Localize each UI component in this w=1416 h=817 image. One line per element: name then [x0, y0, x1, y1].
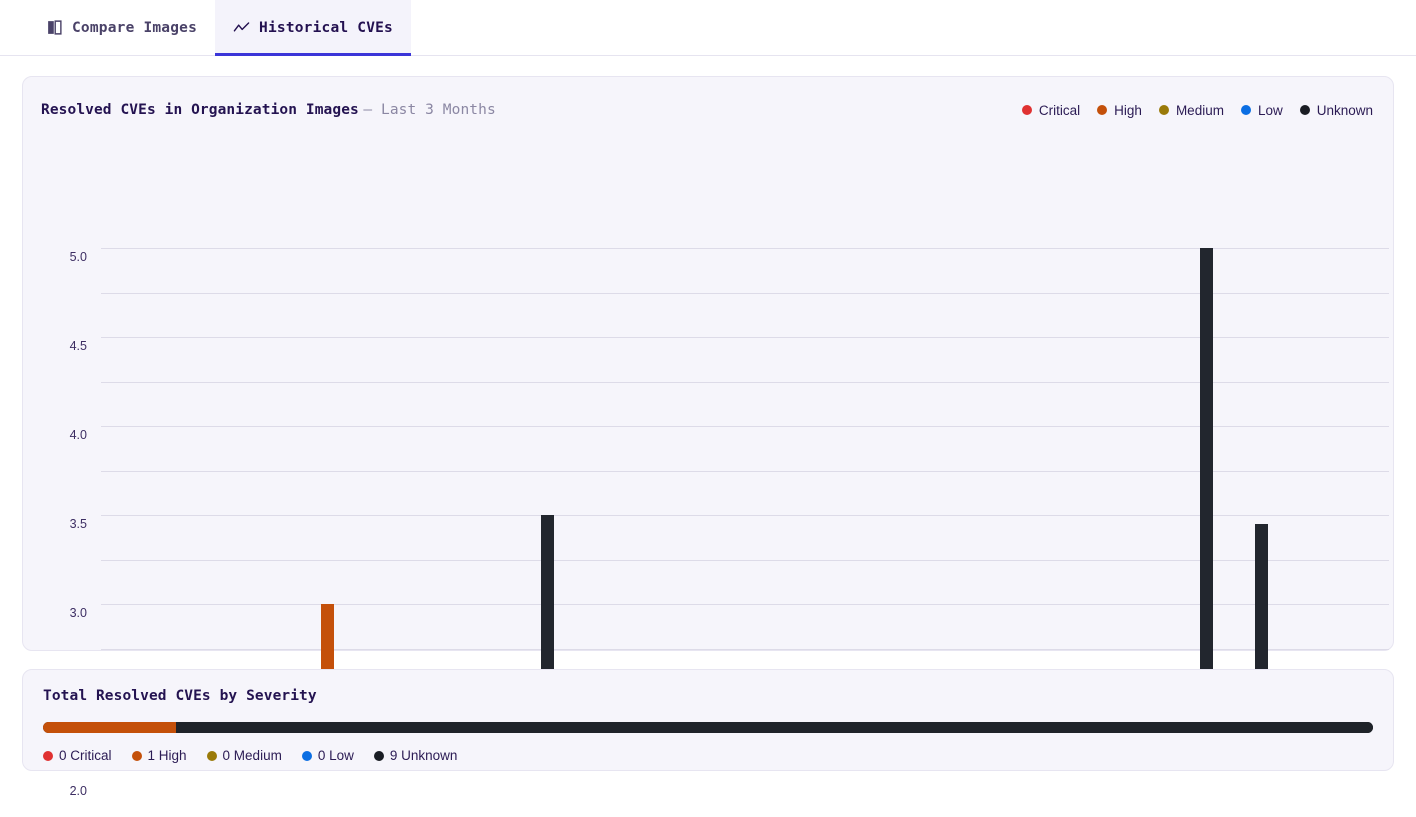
legend-dot-unknown-icon: [1299, 105, 1310, 115]
severity-dot-icon: [131, 750, 142, 761]
severity-dot-icon: [301, 750, 312, 761]
severity-stacked-bar: [43, 722, 1373, 733]
y-axis-tick-label: 4.5: [69, 339, 87, 353]
severity-legend-item: 1 High: [131, 748, 187, 763]
chart-title: Resolved CVEs in Organization Images: [41, 102, 359, 118]
gridline: 0.5: [101, 648, 1389, 650]
legend-label: High: [1114, 102, 1142, 118]
severity-legend-label: 0 Medium: [222, 748, 282, 763]
legend-label: Unknown: [1316, 102, 1373, 118]
gridline: 1.5: [101, 559, 1389, 561]
tab-historical-cves[interactable]: Historical CVEs: [215, 0, 411, 56]
y-axis-tick-label: 3.0: [69, 606, 87, 620]
y-axis-tick-label: 3.5: [69, 517, 87, 531]
gridline: 2.0: [70, 515, 1389, 798]
historical-cves-chart-card: Resolved CVEs in Organization Images — L…: [22, 76, 1394, 798]
tab-compare-images-label: Compare Images: [72, 19, 198, 36]
severity-dot-icon: [43, 750, 53, 761]
gridline: 1.0: [101, 604, 1389, 605]
severity-legend-item: 0 Critical: [43, 748, 112, 763]
severity-legend-label: 1 High: [147, 748, 187, 763]
stacked-segment-high: [43, 722, 176, 733]
severity-legend-label: 0 Low: [317, 748, 354, 763]
severity-dot-icon: [373, 750, 384, 761]
tab-compare-images[interactable]: Compare Images: [28, 0, 215, 55]
legend-item-low[interactable]: Low: [1240, 102, 1283, 118]
legend-label: Low: [1257, 102, 1283, 118]
tab-historical-cves-label: Historical CVEs: [259, 19, 393, 36]
severity-legend-item: 0 Low: [301, 748, 354, 763]
tab-bar: Compare Images Historical CVEs: [0, 0, 1416, 56]
legend-item-high[interactable]: High: [1097, 103, 1142, 118]
chart-subtitle: — Last 3 Months: [363, 102, 496, 118]
chart-bar[interactable]: [1199, 248, 1213, 693]
chart-bar[interactable]: [541, 515, 555, 693]
chart-bar[interactable]: [1255, 523, 1269, 693]
gridline: 4.5: [70, 292, 1389, 353]
y-axis-tick-label: 5.0: [69, 250, 87, 264]
gridline: 3.0: [70, 426, 1389, 620]
total-card-title: Total Resolved CVEs by Severity: [43, 688, 317, 704]
legend-label: Critical: [1038, 102, 1081, 118]
gridline: 2.5: [70, 470, 1389, 709]
legend-dot-critical-icon: [1021, 105, 1032, 115]
legend-item-critical[interactable]: Critical: [1021, 102, 1081, 118]
gridline: 3.5: [70, 381, 1389, 531]
activity-chart-icon: [233, 19, 250, 36]
stacked-segment-unknown: [176, 722, 1373, 733]
gridline: 4.0: [70, 337, 1389, 442]
gridline: 5.0: [70, 248, 1389, 264]
severity-dot-icon: [206, 750, 217, 761]
legend-item-unknown[interactable]: Unknown: [1299, 102, 1373, 118]
y-axis-tick-label: 2.0: [69, 784, 87, 798]
chart-plot-area: Nov 5Nov 8Nov 12Nov 16Nov 20Nov 24Nov 28…: [70, 239, 1390, 798]
legend-label: Medium: [1175, 102, 1224, 118]
severity-legend: 0 Critical 1 High 0 Medium 0 Low 9 Unknown: [43, 748, 1373, 763]
compare-images-icon: [46, 19, 63, 36]
legend-dot-medium-icon: [1158, 105, 1169, 115]
severity-legend-item: 0 Medium: [206, 748, 282, 763]
chart-title-group: Resolved CVEs in Organization Images — L…: [41, 101, 496, 119]
total-cves-card: Total Resolved CVEs by Severity 0 Critic…: [22, 669, 1394, 771]
y-axis-tick-label: 4.0: [69, 428, 87, 442]
chart-header: Resolved CVEs in Organization Images — L…: [41, 101, 1373, 119]
chart-legend: Critical High Medium Low Unknown: [1021, 102, 1373, 118]
legend-item-medium[interactable]: Medium: [1158, 102, 1224, 118]
severity-legend-label: 9 Unknown: [389, 748, 458, 763]
severity-legend-item: 9 Unknown: [373, 748, 458, 763]
legend-dot-low-icon: [1240, 105, 1251, 115]
legend-dot-high-icon: [1097, 105, 1108, 115]
content-area: Resolved CVEs in Organization Images — L…: [0, 56, 1416, 798]
severity-legend-label: 0 Critical: [59, 748, 112, 763]
